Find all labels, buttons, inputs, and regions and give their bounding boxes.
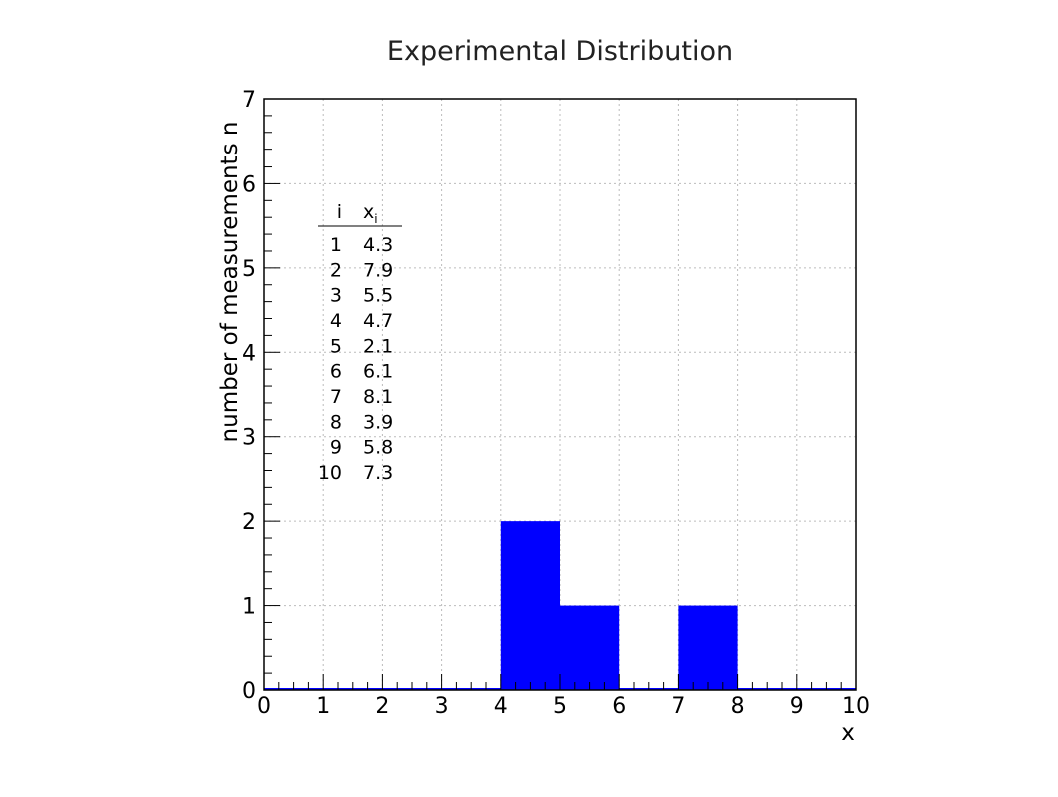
table-row-value: 4.3 xyxy=(363,234,393,256)
table-row-index: 8 xyxy=(330,411,342,433)
y-tick-label: 0 xyxy=(242,679,256,704)
table-row-index: 3 xyxy=(330,285,342,307)
table-row-value: 8.1 xyxy=(363,386,393,408)
table-row-value: 2.1 xyxy=(363,335,393,357)
x-tick-label: 6 xyxy=(612,694,626,719)
table-row-value: 5.5 xyxy=(363,285,393,307)
table-row-value: 3.9 xyxy=(363,411,393,433)
data-table-annotation: i xi 1 4.3 2 7.9 3 5.5 4 4.7 5 2.1 6 6.1 7 8.1 8 3.9 9 5.… xyxy=(318,201,402,484)
y-tick-label: 1 xyxy=(242,595,256,620)
y-tick-label: 2 xyxy=(242,510,256,535)
table-row-index: 4 xyxy=(330,310,342,332)
table-row-index: 7 xyxy=(330,386,342,408)
x-tick-label: 1 xyxy=(316,694,330,719)
table-row-value: 7.3 xyxy=(363,462,393,484)
y-tick-label: 6 xyxy=(242,172,256,197)
histogram-bars xyxy=(264,521,856,690)
histogram-bar xyxy=(500,521,560,690)
table-row-index: 6 xyxy=(330,361,342,383)
x-tick-label: 8 xyxy=(731,694,745,719)
y-tick-label: 7 xyxy=(242,88,256,113)
table-row-index: 1 xyxy=(330,234,342,256)
tick-labels: 0 1 2 3 4 5 6 7 8 9 10 0 1 2 3 4 5 6 7 xyxy=(242,88,870,719)
table-row-index: 5 xyxy=(330,335,342,357)
table-rows: 1 4.3 2 7.9 3 5.5 4 4.7 5 2.1 6 6.1 7 8.1 8 3.9 9 5.8 10 7.… xyxy=(318,234,393,484)
table-header-x-symbol: x xyxy=(363,201,374,223)
y-tick-label: 5 xyxy=(242,257,256,282)
table-row-value: 6.1 xyxy=(363,361,393,383)
table-header-i: i xyxy=(337,201,342,223)
axes xyxy=(263,98,857,691)
x-tick-label: 10 xyxy=(842,694,870,719)
histogram-bar xyxy=(560,605,620,690)
x-axis-title: x xyxy=(841,720,855,746)
table-row-value: 4.7 xyxy=(363,310,393,332)
x-tick-label: 2 xyxy=(375,694,389,719)
y-tick-label: 3 xyxy=(242,426,256,451)
table-row-index: 9 xyxy=(330,437,342,459)
x-tick-label: 3 xyxy=(435,694,449,719)
y-tick-label: 4 xyxy=(242,341,256,366)
x-tick-label: 7 xyxy=(671,694,685,719)
table-row-value: 7.9 xyxy=(363,259,393,281)
x-tick-label: 4 xyxy=(494,694,508,719)
table-header-x-subscript: i xyxy=(374,212,377,226)
table-row-index: 2 xyxy=(330,259,342,281)
chart-title: Experimental Distribution xyxy=(387,36,733,67)
x-tick-label: 0 xyxy=(257,694,271,719)
x-tick-label: 9 xyxy=(790,694,804,719)
table-row-value: 5.8 xyxy=(363,437,393,459)
y-axis-title: number of measurements n xyxy=(217,122,243,443)
table-row-index: 10 xyxy=(318,462,342,484)
table-header-x: xi xyxy=(363,201,378,226)
x-tick-label: 5 xyxy=(553,694,567,719)
histogram-bar xyxy=(678,605,738,690)
